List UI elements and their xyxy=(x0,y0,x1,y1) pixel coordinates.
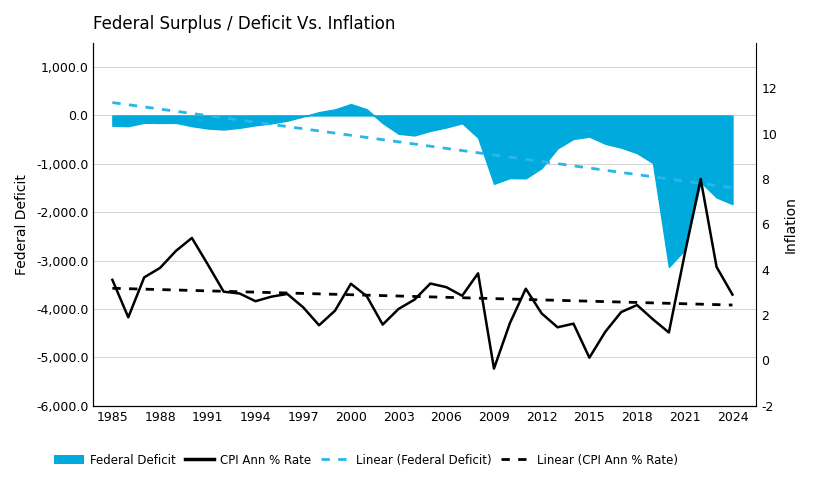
Legend: Federal Deficit, CPI Ann % Rate, Linear (Federal Deficit), Linear (CPI Ann % Rat: Federal Deficit, CPI Ann % Rate, Linear … xyxy=(50,449,682,471)
Text: Federal Surplus / Deficit Vs. Inflation: Federal Surplus / Deficit Vs. Inflation xyxy=(93,15,396,33)
Y-axis label: Federal Deficit: Federal Deficit xyxy=(15,174,29,275)
Y-axis label: Inflation: Inflation xyxy=(784,196,798,253)
